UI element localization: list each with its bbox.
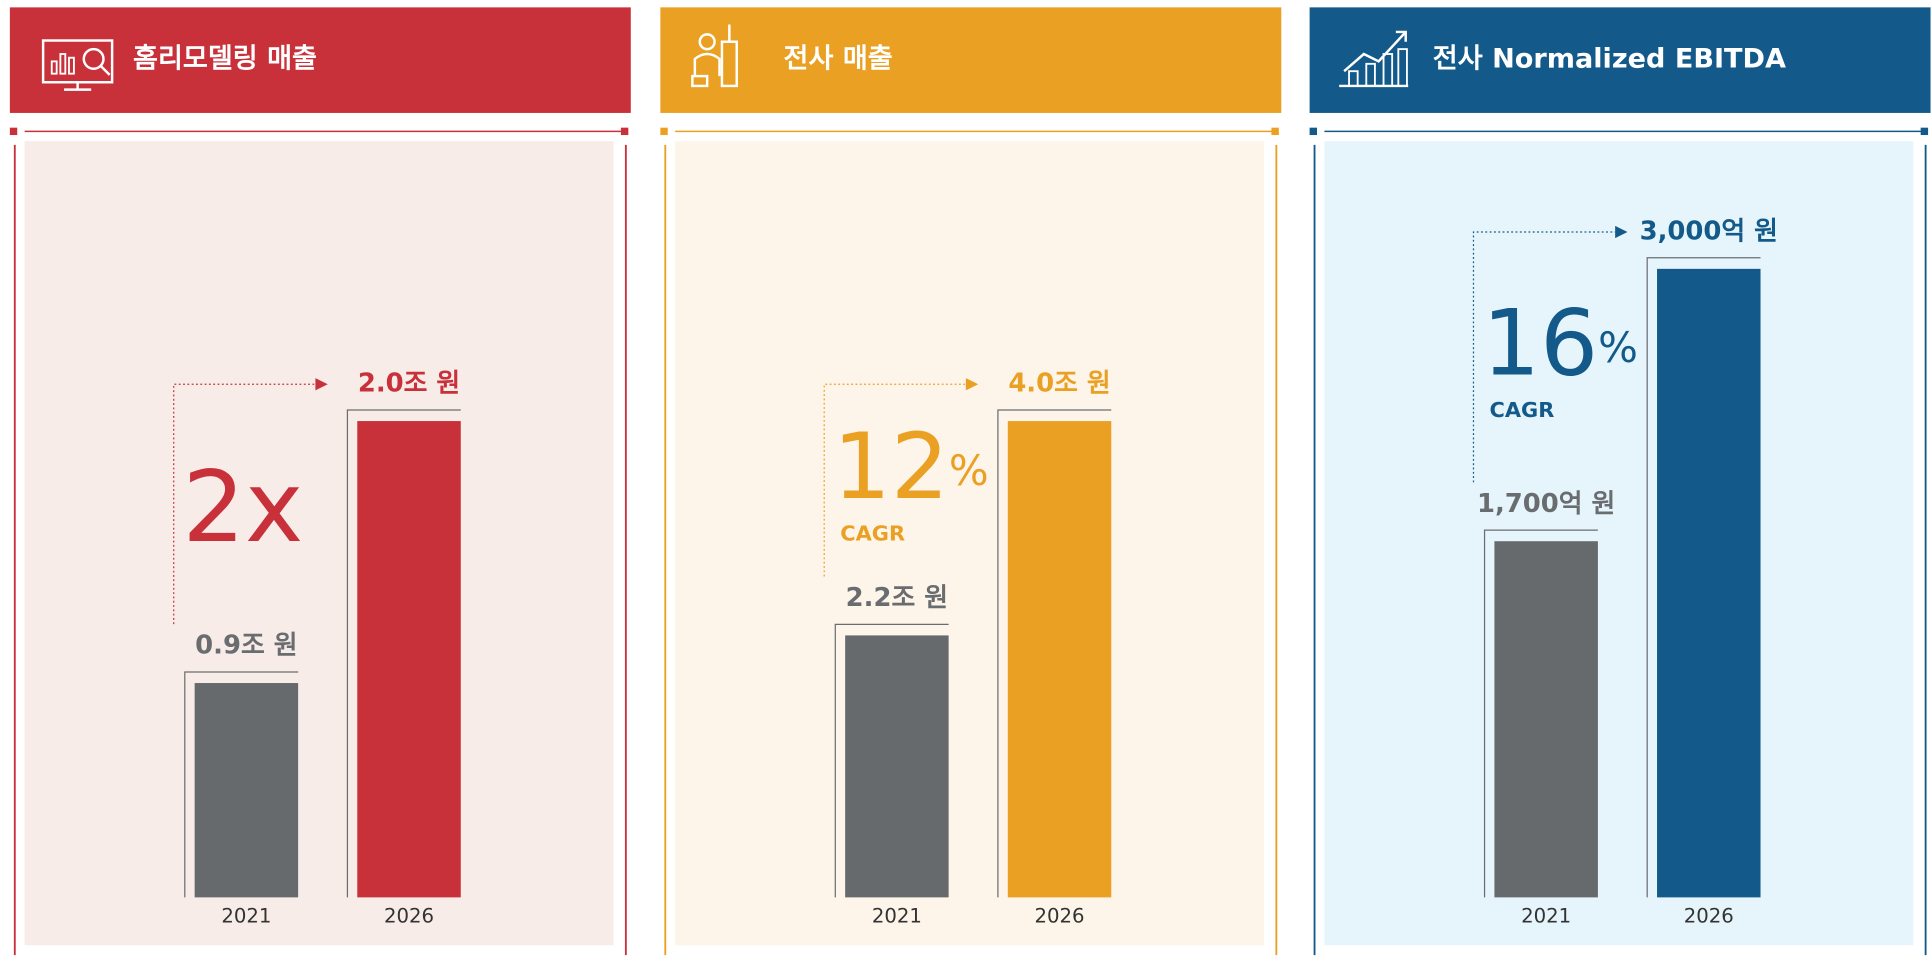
value-label: 4.0조 원: [1008, 369, 1110, 399]
panel-title: 전사 매출: [784, 44, 893, 75]
divider-end: [1920, 127, 1929, 136]
panel: 홈리모델링 매출 0.9조 원 2021 2.0조 원 2026 2x: [9, 7, 631, 956]
annotation-label: CAGR: [840, 521, 905, 545]
header-icon: [1339, 30, 1409, 88]
annotation-unit: %: [949, 446, 989, 495]
bar-bracket: [1483, 529, 1598, 898]
bar-bracket: [1646, 257, 1761, 898]
growth-arrow: [1472, 231, 1616, 483]
icon: [1382, 53, 1394, 87]
annotation: 12%: [833, 415, 989, 520]
bar: [845, 635, 949, 898]
annotation-value: 12: [833, 415, 949, 520]
annotation: 16%: [1482, 292, 1638, 397]
header: [660, 7, 1282, 113]
divider-end: [620, 127, 629, 136]
icon: [1343, 31, 1407, 73]
bar-bracket: [346, 409, 461, 898]
icon: [50, 60, 58, 75]
value-label: 2.0조 원: [358, 369, 460, 399]
value-label: 3,000억 원: [1640, 217, 1778, 247]
divider-end: [660, 127, 668, 136]
annotation-value: 16: [1482, 292, 1598, 397]
icon: [59, 53, 67, 75]
panel-title: 홈리모델링 매출: [133, 44, 317, 75]
divider-end: [1271, 127, 1279, 136]
bar: [1657, 268, 1761, 898]
value-label: 2.2조 원: [846, 583, 948, 613]
icon: [698, 33, 716, 51]
category-label: 2021: [872, 905, 922, 928]
divider-end: [9, 127, 18, 136]
header: [1309, 7, 1931, 113]
body-background: [1324, 141, 1914, 946]
bar-bracket: [997, 409, 1112, 898]
divider-end: [1309, 127, 1318, 136]
icon: [100, 65, 111, 76]
category-label: 2021: [221, 905, 271, 928]
stage: 홈리모델링 매출 0.9조 원 2021 2.0조 원 2026 2x 전사 매출 2.2조 …: [9, 7, 1931, 956]
annotation-unit: %: [1598, 322, 1638, 371]
category-label: 2026: [1034, 905, 1084, 928]
value-label: 0.9조 원: [195, 631, 297, 661]
category-label: 2026: [384, 905, 434, 928]
panel-title: 전사 Normalized EBITDA: [1433, 44, 1786, 75]
body-background: [24, 141, 614, 946]
value-label: 1,700억 원: [1477, 489, 1615, 519]
arrow-head: [1615, 225, 1628, 239]
annotation-value: 2: [182, 451, 245, 565]
icon: [1365, 62, 1376, 87]
icon: [82, 47, 105, 70]
icon: [1348, 70, 1359, 87]
bar: [1007, 421, 1112, 898]
bar: [194, 683, 299, 898]
header-icon: [41, 39, 114, 91]
bar: [1494, 541, 1598, 898]
bar-bracket: [834, 623, 949, 898]
panel: 전사 Normalized EBITDA 1,700억 원 2021 3,000억 원…: [1309, 7, 1931, 956]
bar-bracket: [184, 671, 299, 898]
header-icon: [691, 24, 738, 88]
annotation-label: CAGR: [1489, 398, 1554, 422]
bar: [357, 421, 461, 898]
category-label: 2026: [1684, 905, 1734, 928]
annotation: 2x: [182, 451, 303, 565]
category-label: 2021: [1521, 905, 1571, 928]
body-background: [675, 141, 1265, 946]
icon: [693, 52, 721, 77]
icon: [68, 56, 75, 75]
annotation-unit: x: [245, 451, 303, 565]
arrow-head: [315, 378, 328, 391]
icon: [1395, 30, 1407, 42]
icon: [691, 74, 709, 88]
icon: [1397, 48, 1408, 87]
arrow-head: [965, 378, 979, 391]
